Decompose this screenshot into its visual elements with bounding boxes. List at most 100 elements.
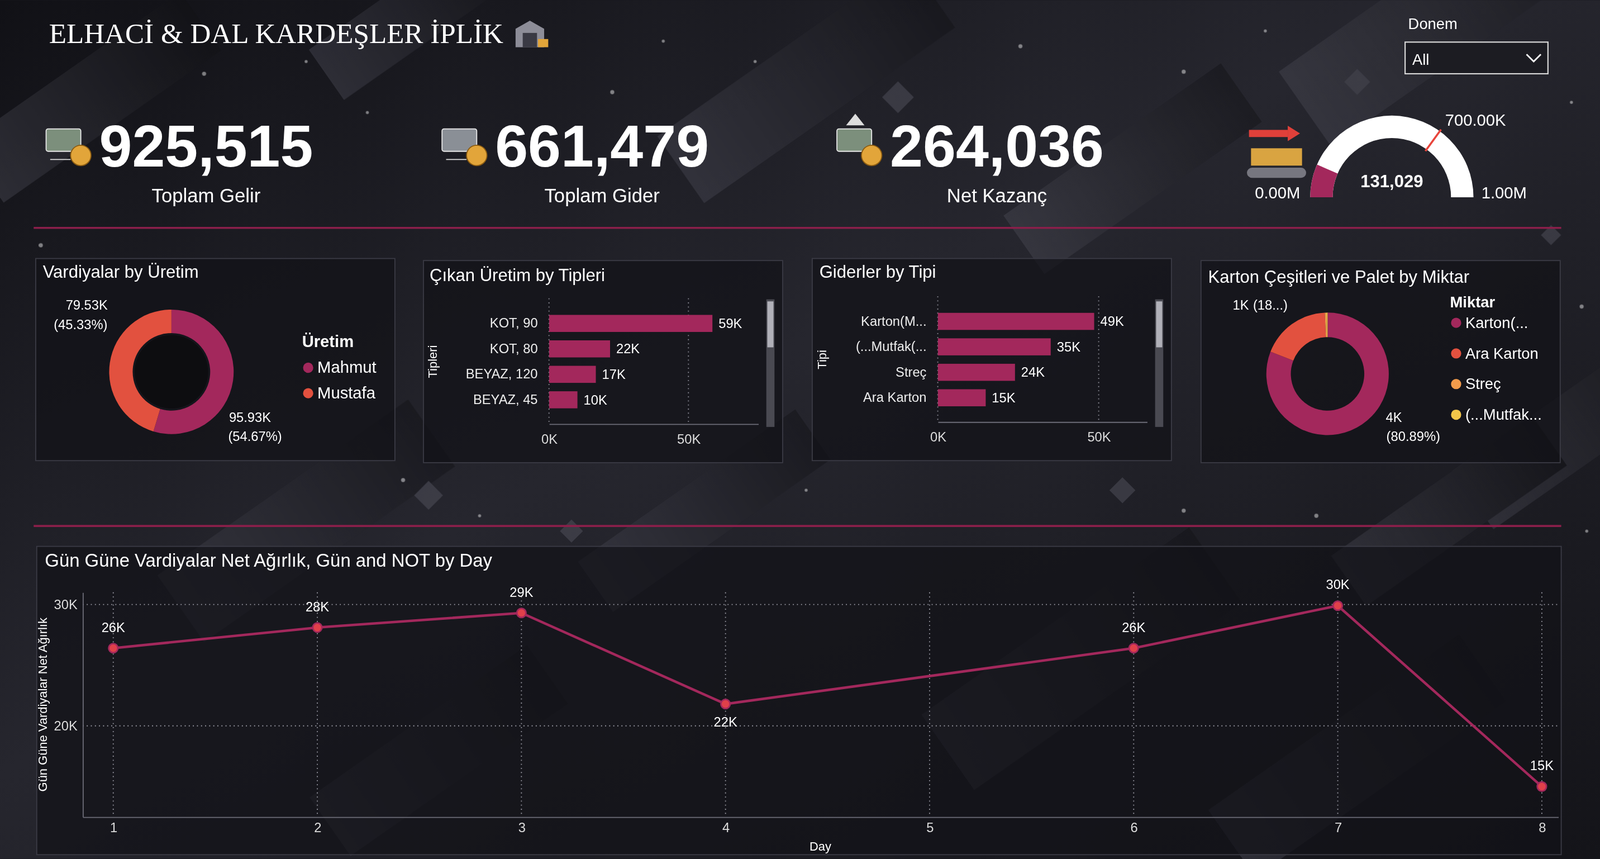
scroll-track[interactable] bbox=[766, 299, 775, 427]
slice bbox=[1270, 312, 1326, 361]
tick-label: 20K bbox=[54, 718, 78, 733]
decor-block bbox=[1278, 0, 1599, 147]
tick: BEYAZ, 45 bbox=[473, 392, 538, 407]
grid-line bbox=[82, 725, 1559, 727]
axis: Karton(M... (...Mutfak(... Streç Ara Karton bbox=[855, 313, 927, 406]
decor-diamond bbox=[413, 480, 444, 510]
tick-label: 0K bbox=[541, 431, 558, 447]
slice bbox=[1326, 312, 1328, 337]
line bbox=[113, 605, 1542, 787]
plot bbox=[108, 601, 1547, 792]
bar bbox=[937, 312, 1095, 331]
axis-line bbox=[82, 592, 84, 818]
panel bbox=[423, 260, 783, 463]
decor-dot bbox=[753, 59, 757, 63]
chart-title: Vardiyalar by Üretim bbox=[43, 262, 199, 282]
icon-shape bbox=[1246, 167, 1307, 178]
bar bbox=[549, 314, 713, 332]
scrollbar[interactable] bbox=[766, 299, 775, 427]
data-label-value: 79.53K bbox=[65, 297, 108, 313]
data-label-value: 95.93K bbox=[229, 410, 271, 425]
tick: BEYAZ, 120 bbox=[465, 366, 538, 382]
axis: 0K 50K bbox=[541, 423, 759, 446]
scrollbar[interactable] bbox=[1155, 299, 1164, 427]
divider bbox=[33, 524, 1561, 527]
tick: 6 bbox=[1130, 816, 1138, 836]
axis: 0K50K bbox=[930, 421, 1148, 445]
decor-dot bbox=[804, 488, 808, 492]
decor-block bbox=[308, 0, 528, 100]
data-label: 28K bbox=[305, 599, 330, 614]
tick: 3 bbox=[518, 816, 526, 836]
gauge-value bbox=[1310, 164, 1338, 197]
legend-swatch bbox=[302, 362, 313, 373]
panel bbox=[35, 258, 395, 461]
bar bbox=[937, 388, 987, 407]
tick-label: KOT, 90 bbox=[489, 315, 538, 331]
panel bbox=[1201, 260, 1561, 463]
tick-label: 30K bbox=[54, 597, 78, 612]
chart-title: Karton Çeşitleri ve Palet by Miktar bbox=[1208, 267, 1470, 287]
data-label-value: 1K bbox=[1232, 297, 1250, 313]
tick-label: BEYAZ, 120 bbox=[465, 366, 538, 382]
kpi-title: Toplam Gider bbox=[544, 184, 660, 207]
data-label: 49K bbox=[1100, 313, 1125, 329]
decor-dot bbox=[1585, 529, 1589, 533]
legend-item: Mustafa bbox=[317, 383, 376, 402]
data-label: 15K bbox=[991, 390, 1016, 406]
grid-line bbox=[1098, 296, 1100, 422]
tick-label: (...Mutfak(... bbox=[855, 339, 927, 354]
donut-center-icon bbox=[134, 335, 209, 409]
icon-shape bbox=[861, 145, 883, 166]
tick-label: 2 bbox=[313, 820, 322, 835]
tick-label: 8 bbox=[1538, 820, 1546, 835]
legend: ÜretimMahmutMustafa bbox=[302, 332, 377, 402]
tick-label: 4 bbox=[722, 820, 730, 835]
tick-label: 6 bbox=[1130, 820, 1138, 835]
axis-line bbox=[549, 423, 759, 425]
data-label: 26K bbox=[101, 620, 126, 635]
background-decor bbox=[0, 0, 1600, 859]
data-label: 35K bbox=[1056, 339, 1081, 355]
tick: 0K bbox=[541, 423, 558, 446]
tick: KOT, 90 bbox=[489, 315, 538, 331]
tick: 30K bbox=[54, 597, 83, 612]
data-label: 26K bbox=[1121, 620, 1146, 635]
icon-shape bbox=[446, 158, 468, 160]
axis-line bbox=[937, 421, 1147, 423]
panel bbox=[36, 546, 1562, 855]
gauge-icon bbox=[1246, 125, 1307, 178]
decor-dot bbox=[38, 243, 43, 247]
axis-title: Tipi bbox=[815, 349, 830, 369]
marker bbox=[516, 608, 526, 618]
scroll-thumb[interactable] bbox=[767, 301, 774, 347]
slicer-chevron[interactable] bbox=[1526, 54, 1541, 62]
decor-diamond bbox=[559, 519, 583, 543]
marker bbox=[312, 622, 322, 632]
tick: Karton(M... bbox=[860, 313, 927, 329]
decor-dot bbox=[610, 89, 614, 94]
tick-label: 50K bbox=[677, 431, 701, 447]
kpi-icon bbox=[46, 129, 92, 166]
decor-diamond bbox=[1344, 68, 1370, 95]
bar bbox=[937, 337, 1051, 356]
tick: 20K bbox=[54, 718, 83, 733]
scroll-track[interactable] bbox=[1155, 299, 1164, 427]
scroll-thumb[interactable] bbox=[1155, 301, 1163, 347]
axis-title: Day bbox=[809, 839, 832, 854]
tick: KOT, 80 bbox=[489, 341, 538, 356]
legend-swatch bbox=[302, 388, 313, 399]
tick-label: 7 bbox=[1334, 820, 1342, 835]
icon-shape bbox=[1250, 148, 1302, 166]
chart-title: Gün Güne Vardiyalar Net Ağırlık, Gün and… bbox=[44, 549, 493, 571]
grid-line bbox=[929, 592, 931, 817]
axis-title: Gün Güne Vardiyalar Net Ağırlık bbox=[35, 617, 50, 792]
decor-dot bbox=[1569, 100, 1573, 104]
bars bbox=[549, 314, 713, 408]
tick-label: Streç bbox=[895, 364, 927, 380]
marker bbox=[1537, 781, 1547, 791]
icon-shape bbox=[522, 32, 538, 48]
tick-label: Ara Karton bbox=[863, 389, 927, 405]
slicer-box[interactable] bbox=[1405, 41, 1549, 74]
tick: 50K bbox=[677, 423, 701, 446]
